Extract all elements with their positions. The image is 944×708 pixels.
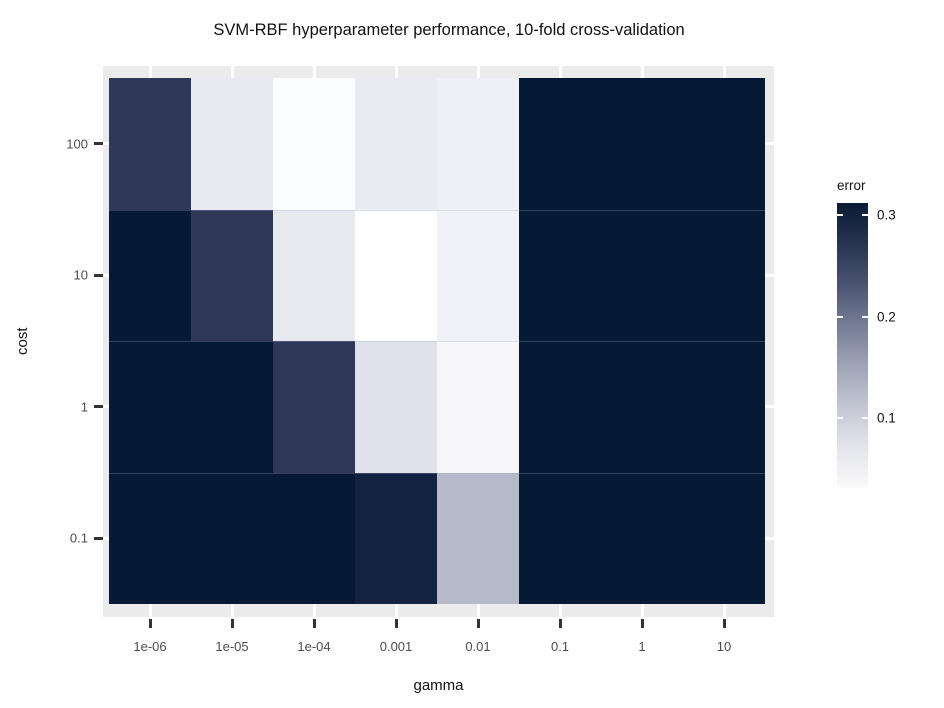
heatmap-cell: [355, 472, 437, 604]
heatmap-cell: [273, 209, 355, 341]
y-axis-tick: [94, 536, 103, 540]
heatmap-cell: [109, 472, 191, 604]
heatmap-cell: [683, 341, 765, 473]
heatmap-cell: [601, 341, 683, 473]
x-axis-tick: [476, 619, 480, 628]
legend-tick: [862, 417, 868, 420]
chart-title: SVM-RBF hyperparameter performance, 10-f…: [213, 21, 685, 39]
x-axis-title: gamma: [413, 677, 464, 694]
heatmap-cell: [437, 209, 519, 341]
x-tick-label: 10: [716, 639, 732, 654]
x-tick-label: 0.001: [379, 639, 413, 654]
heatmap-cell: [191, 472, 273, 604]
legend-tick: [837, 417, 843, 420]
y-axis-tick: [94, 142, 103, 146]
x-tick-label: 0.1: [550, 639, 570, 654]
y-tick-label: 0.1: [69, 530, 88, 546]
x-axis-tick: [230, 619, 234, 628]
heatmap-cell: [437, 472, 519, 604]
legend-tick-label: 0.1: [877, 410, 896, 426]
heatmap-cell: [273, 78, 355, 210]
legend-tick: [837, 315, 843, 318]
heatmap-cell: [355, 209, 437, 341]
heatmap-cell: [519, 78, 601, 210]
x-axis-tick: [394, 619, 398, 628]
heatmap-cell: [191, 78, 273, 210]
x-tick-label: 1: [638, 639, 646, 654]
row-separator: [109, 472, 765, 474]
heatmap-cell: [355, 78, 437, 210]
heatmap-cell: [601, 209, 683, 341]
x-axis-tick: [148, 619, 152, 628]
heatmap-cell: [437, 341, 519, 473]
heatmap-cell: [355, 341, 437, 473]
heatmap-cell: [683, 78, 765, 210]
x-axis-tick: [558, 619, 562, 628]
legend-gradient-bar: [837, 203, 868, 488]
heatmap-cell: [109, 341, 191, 473]
x-axis-tick: [722, 619, 726, 628]
heatmap-cell: [601, 472, 683, 604]
y-axis-tick: [94, 405, 103, 409]
heatmap-cell: [273, 341, 355, 473]
heatmap-cell: [519, 209, 601, 341]
legend-tick-label: 0.3: [877, 207, 896, 223]
heatmap-cell: [191, 209, 273, 341]
plot-panel: [103, 66, 774, 617]
heatmap-cell: [191, 341, 273, 473]
legend-tick: [862, 315, 868, 318]
heatmap-cell: [601, 78, 683, 210]
y-axis-tick: [94, 273, 103, 277]
heatmap-cell: [683, 472, 765, 604]
heatmap-cell: [273, 472, 355, 604]
x-tick-label: 0.01: [465, 639, 491, 654]
heatmap-tiles: [109, 78, 765, 604]
y-tick-label: 100: [66, 136, 88, 152]
legend-tick: [837, 214, 843, 217]
row-separator: [109, 341, 765, 342]
x-tick-label: 1e-06: [133, 639, 167, 654]
y-axis-title: cost: [14, 327, 31, 356]
legend-title: error: [837, 178, 866, 193]
heatmap-cell: [519, 472, 601, 604]
heatmap-cell: [683, 209, 765, 341]
heatmap-cell: [437, 78, 519, 210]
x-axis-tick: [640, 619, 644, 628]
y-tick-label: 1: [80, 399, 88, 415]
heatmap-cell: [519, 341, 601, 473]
legend-tick-label: 0.2: [877, 309, 896, 325]
x-tick-label: 1e-05: [215, 639, 249, 654]
heatmap-cell: [109, 78, 191, 210]
row-separator: [109, 209, 765, 211]
x-axis-tick: [312, 619, 316, 628]
legend-tick: [862, 214, 868, 217]
x-tick-label: 1e-04: [297, 639, 331, 654]
heatmap-cell: [109, 209, 191, 341]
y-tick-label: 10: [73, 267, 88, 283]
